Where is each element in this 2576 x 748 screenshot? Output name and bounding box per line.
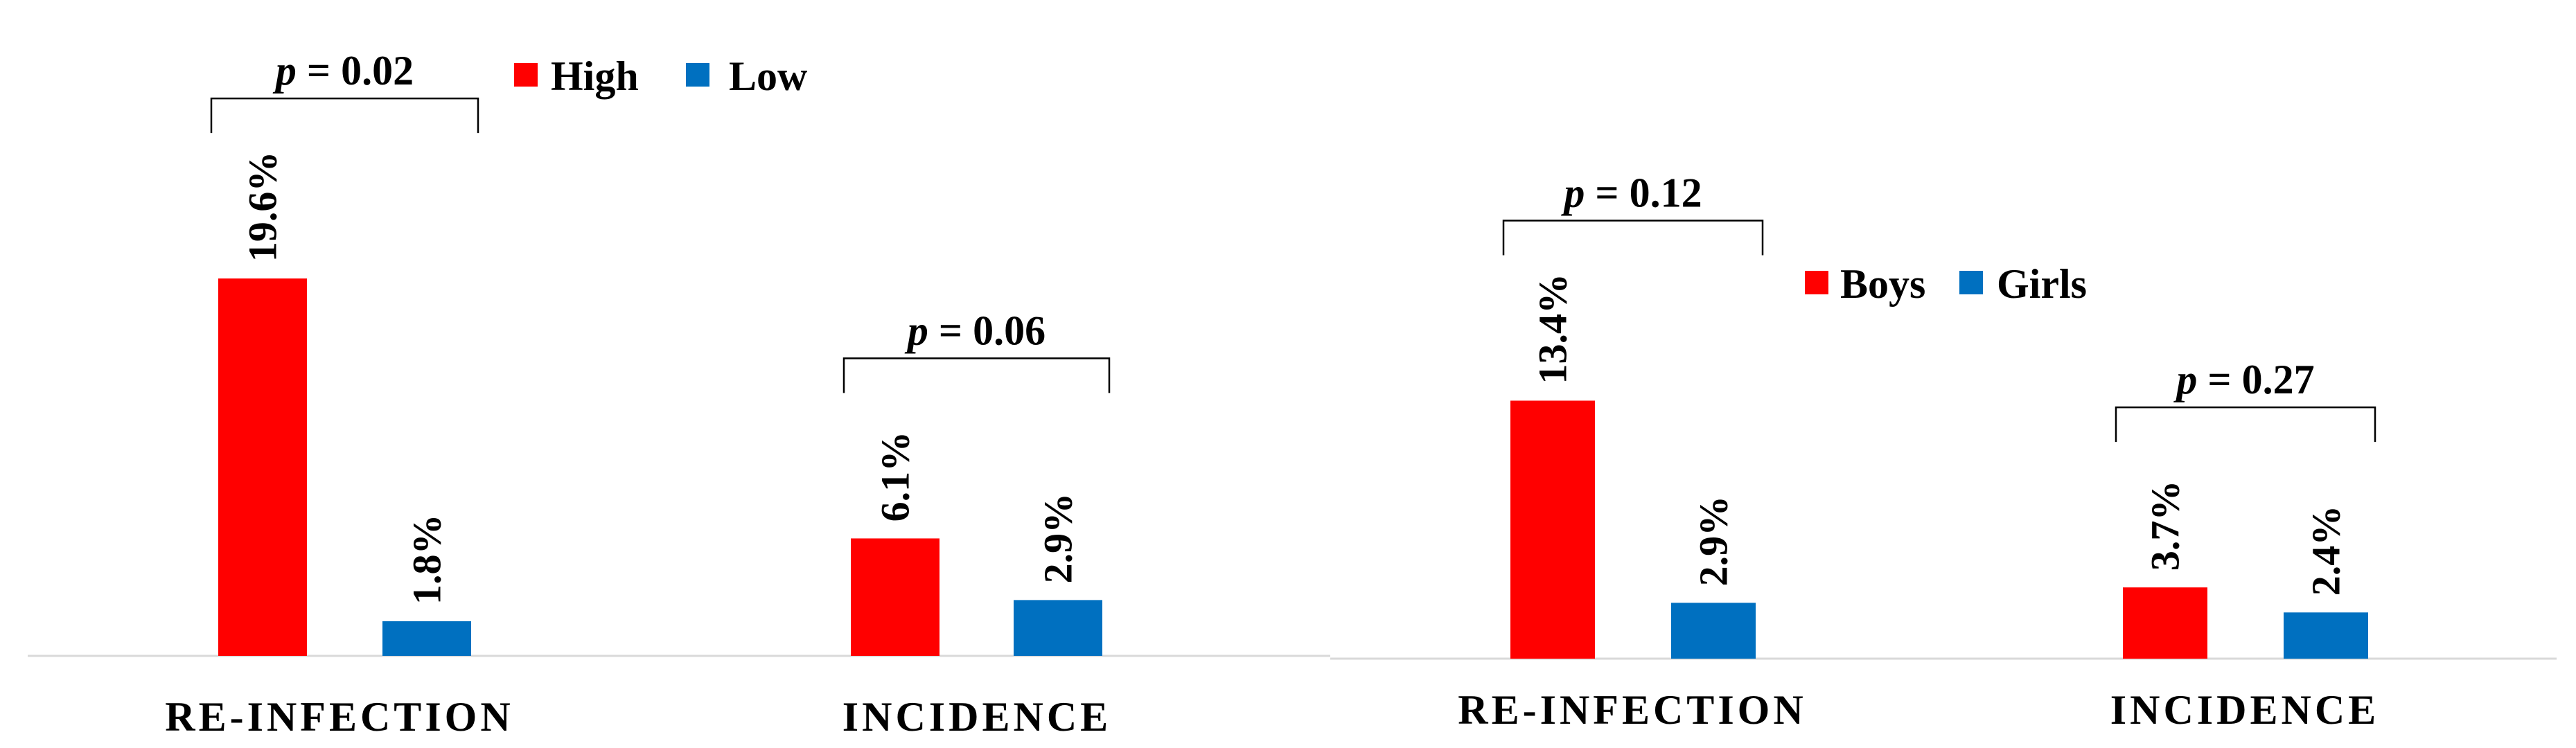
p-value-label: p = 0.27 bbox=[2173, 357, 2314, 402]
data-label: 2.9% bbox=[1691, 496, 1736, 587]
significance-bracket bbox=[1502, 220, 1764, 256]
bar-high-1 bbox=[218, 278, 307, 656]
data-label: 3.7% bbox=[2143, 481, 2188, 571]
category-label: INCIDENCE bbox=[2110, 687, 2379, 733]
data-label: 13.4% bbox=[1530, 274, 1576, 384]
data-label: 2.9% bbox=[1036, 493, 1081, 584]
p-value-text: = 0.02 bbox=[297, 48, 414, 93]
data-label: 19.6% bbox=[240, 152, 285, 262]
chart-panel-2: 13.4% 3.7% 2.9% 2.4% RE-INFECTION INCIDENCE p … bbox=[1330, 170, 2557, 733]
category-label: RE-INFECTION bbox=[165, 694, 513, 740]
p-symbol: p bbox=[272, 48, 297, 93]
legend-swatch-high bbox=[514, 63, 538, 87]
p-symbol: p bbox=[2173, 357, 2197, 402]
data-label: 1.8% bbox=[405, 514, 450, 605]
legend: Boys Girls bbox=[1805, 261, 2087, 307]
significance-bracket bbox=[843, 357, 1111, 393]
category-label: RE-INFECTION bbox=[1458, 687, 1806, 733]
p-value-label: p = 0.06 bbox=[904, 308, 1046, 353]
category-label: INCIDENCE bbox=[843, 694, 1111, 740]
bar-low-2 bbox=[1014, 600, 1102, 656]
p-value-text: = 0.27 bbox=[2197, 357, 2314, 402]
legend-swatch-boys bbox=[1805, 271, 1828, 294]
bar-low-1 bbox=[382, 621, 471, 656]
legend: High Low bbox=[514, 53, 808, 99]
p-symbol: p bbox=[904, 308, 928, 353]
bar-boys-1 bbox=[1510, 400, 1595, 659]
bar-girls-2 bbox=[2284, 612, 2368, 659]
bar-boys-2 bbox=[2123, 587, 2207, 659]
bar-girls-1 bbox=[1671, 603, 1756, 659]
p-value-label: p = 0.12 bbox=[1560, 170, 1702, 215]
legend-label-girls: Girls bbox=[1997, 261, 2087, 307]
legend-label-high: High bbox=[551, 53, 639, 99]
p-value-text: = 0.06 bbox=[928, 308, 1046, 353]
bar-high-2 bbox=[851, 538, 939, 656]
p-value-label: p = 0.02 bbox=[272, 48, 414, 93]
chart-panel-1: 19.6% 6.1% 1.8% 2.9% RE-INFECTION INCIDENCE p … bbox=[28, 48, 1330, 740]
significance-bracket bbox=[2115, 406, 2376, 443]
legend-label-low: Low bbox=[729, 53, 808, 99]
legend-label-boys: Boys bbox=[1840, 261, 1925, 307]
legend-swatch-girls bbox=[1959, 271, 1983, 294]
data-label: 6.1% bbox=[873, 431, 918, 522]
data-label: 2.4% bbox=[2304, 506, 2349, 596]
legend-swatch-low bbox=[686, 63, 709, 87]
significance-bracket bbox=[210, 97, 479, 134]
p-value-text: = 0.12 bbox=[1585, 170, 1702, 215]
p-symbol: p bbox=[1560, 170, 1585, 215]
